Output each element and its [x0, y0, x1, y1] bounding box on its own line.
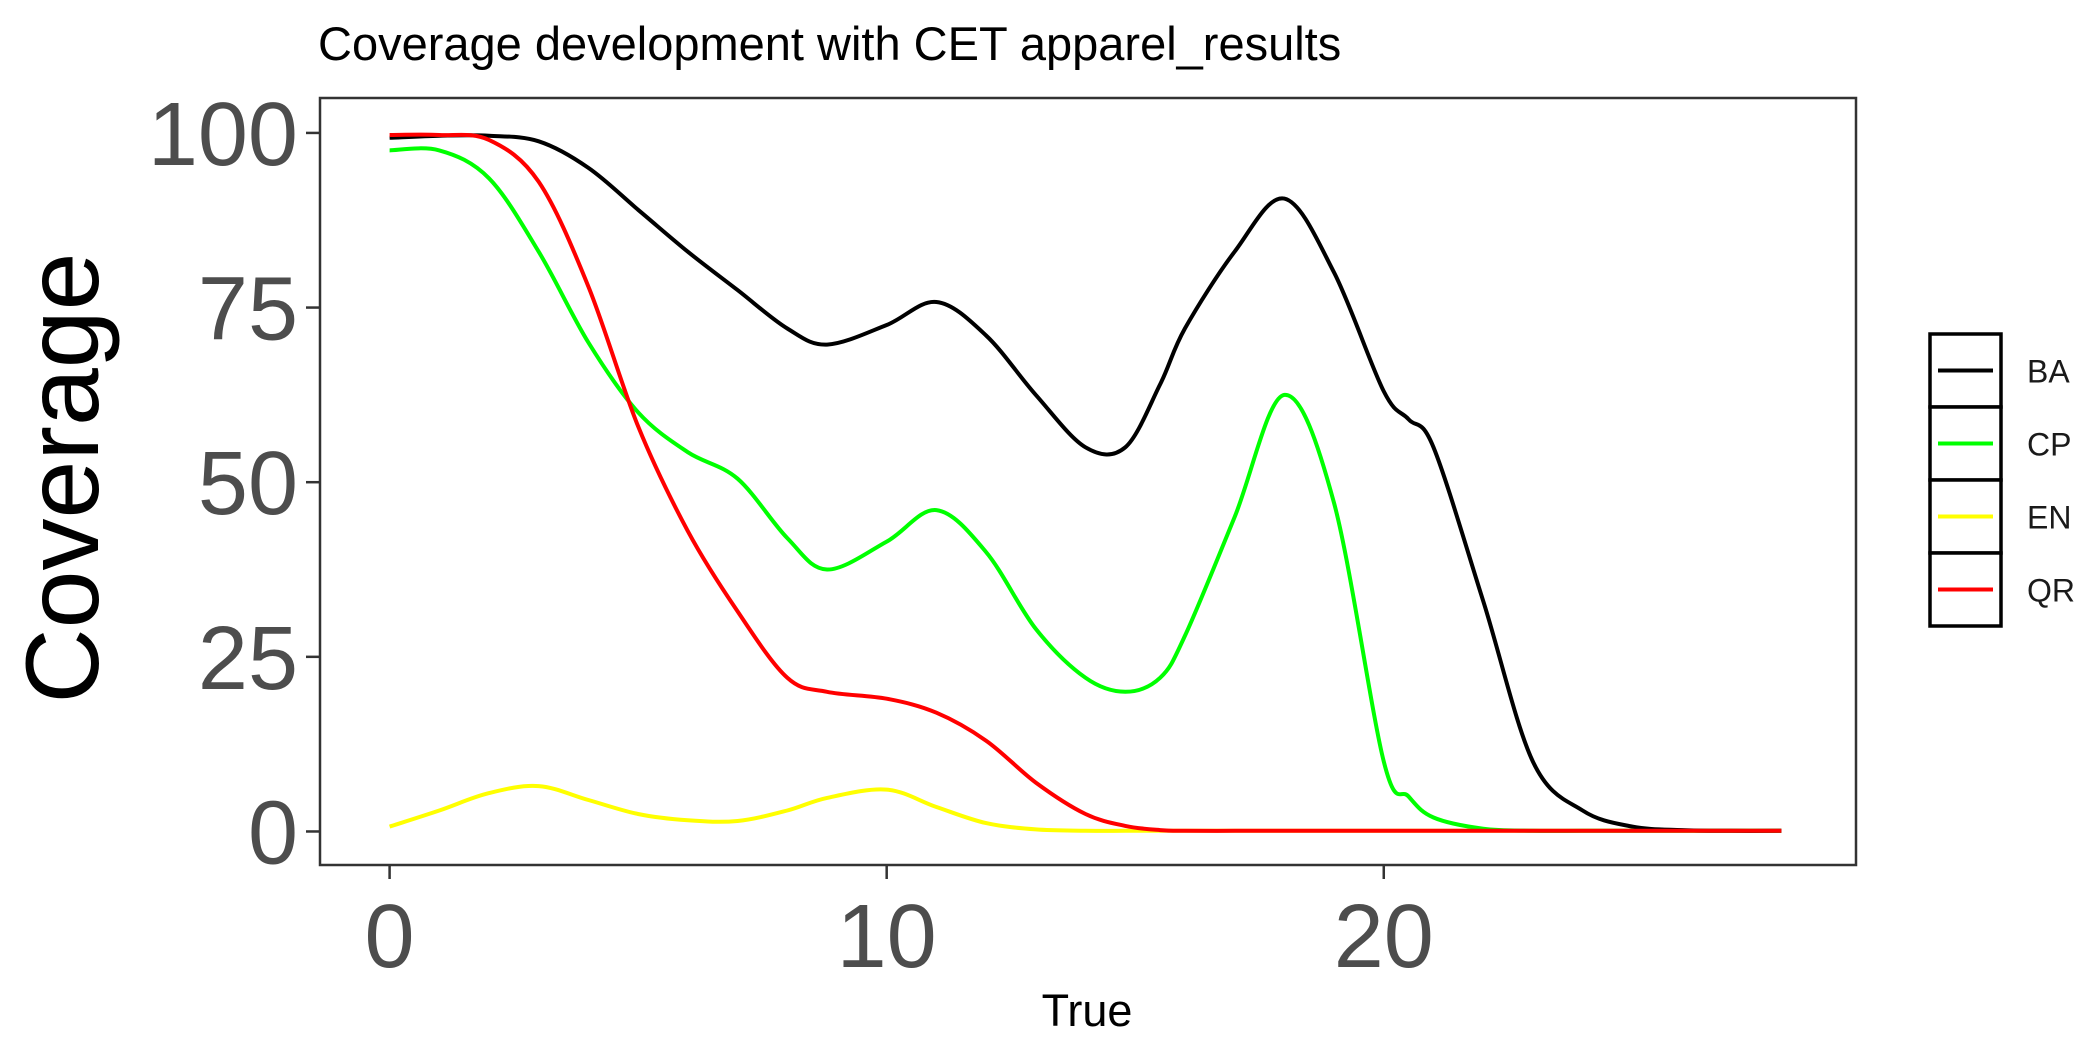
series-line-qr	[389, 132, 1782, 833]
x-axis-label: True	[1042, 985, 1133, 1036]
y-axis-label: Coverage	[5, 253, 121, 704]
legend-label-en: EN	[2027, 500, 2071, 536]
chart-title: Coverage development with CET apparel_re…	[318, 17, 1341, 70]
series-line-ba	[389, 133, 1782, 833]
axis-ticks: 0 25 50 75 100 0 10 20	[148, 85, 1434, 987]
x-tick-label: 0	[365, 887, 415, 987]
legend-label-qr: QR	[2027, 573, 2075, 609]
y-tick-label: 0	[248, 783, 298, 883]
legend-label-cp: CP	[2027, 427, 2071, 463]
y-tick-label: 100	[148, 85, 298, 185]
x-tick-label: 20	[1334, 887, 1434, 987]
legend: BA CP EN QR	[1928, 332, 2075, 628]
y-tick-label: 75	[198, 260, 298, 360]
plot-panel-border	[318, 96, 1858, 867]
plot-lines	[388, 132, 1782, 833]
x-tick-label: 10	[837, 887, 937, 987]
y-tick-label: 50	[198, 434, 298, 534]
legend-label-ba: BA	[2027, 354, 2070, 390]
y-tick-label: 25	[198, 609, 298, 709]
